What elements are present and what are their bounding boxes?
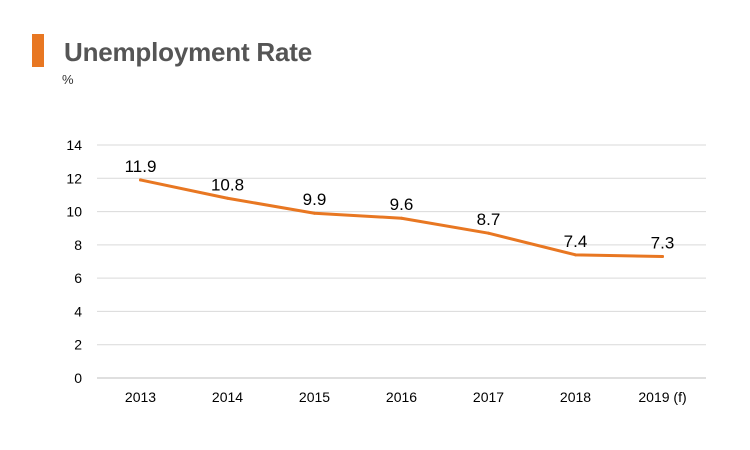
y-tick-label: 14: [66, 137, 82, 153]
data-point: [139, 178, 142, 182]
x-tick-label: 2013: [125, 389, 156, 405]
x-tick-label: 2016: [386, 389, 417, 405]
y-axis-unit-label: %: [62, 72, 74, 87]
chart-title: Unemployment Rate: [64, 37, 312, 67]
data-point: [661, 255, 664, 259]
data-label: 9.6: [390, 195, 414, 214]
data-point: [574, 253, 577, 257]
data-point: [487, 231, 490, 235]
y-tick-label: 10: [66, 204, 82, 220]
data-point: [226, 196, 229, 200]
data-point: [400, 216, 403, 220]
title-accent-bar: [32, 34, 44, 67]
y-tick-label: 6: [74, 270, 82, 286]
data-label: 7.4: [564, 232, 588, 251]
y-tick-label: 12: [66, 170, 82, 186]
x-tick-label: 2018: [560, 389, 591, 405]
x-tick-label: 2015: [299, 389, 330, 405]
y-tick-label: 8: [74, 237, 82, 253]
data-label: 7.3: [651, 234, 675, 253]
data-label: 8.7: [477, 210, 501, 229]
y-tick-label: 4: [74, 303, 82, 319]
x-tick-label: 2017: [473, 389, 504, 405]
x-tick-label: 2014: [212, 389, 243, 405]
data-label: 10.8: [211, 175, 244, 194]
data-label: 11.9: [125, 157, 157, 176]
data-label: 9.9: [303, 190, 327, 209]
x-tick-label: 2019 (f): [638, 389, 686, 405]
y-tick-label: 0: [74, 370, 82, 386]
y-tick-label: 2: [74, 337, 82, 353]
data-point: [313, 211, 316, 215]
